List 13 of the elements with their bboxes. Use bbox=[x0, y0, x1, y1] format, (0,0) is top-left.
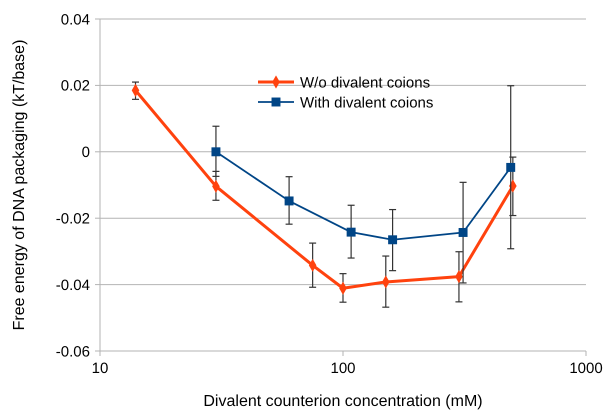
x-tick-label: 100 bbox=[330, 360, 356, 377]
legend-label: W/o divalent coions bbox=[300, 74, 430, 92]
y-tick-label: -0.04 bbox=[56, 276, 90, 294]
x-tick-label: 10 bbox=[92, 360, 108, 377]
y-tick-label: 0 bbox=[82, 144, 90, 162]
y-tick-label: 0.04 bbox=[60, 11, 90, 28]
y-tick-label: -0.02 bbox=[56, 210, 90, 228]
x-tick-label: 1000 bbox=[569, 360, 603, 377]
legend-label: With divalent coions bbox=[300, 94, 434, 112]
y-tick-label: -0.06 bbox=[56, 343, 90, 360]
x-axis-title: Divalent counterion concentration (mM) bbox=[203, 393, 483, 410]
y-axis-title: Free energy of DNA packaging (kT/base) bbox=[11, 40, 28, 330]
y-tick-label: 0.02 bbox=[60, 78, 90, 95]
